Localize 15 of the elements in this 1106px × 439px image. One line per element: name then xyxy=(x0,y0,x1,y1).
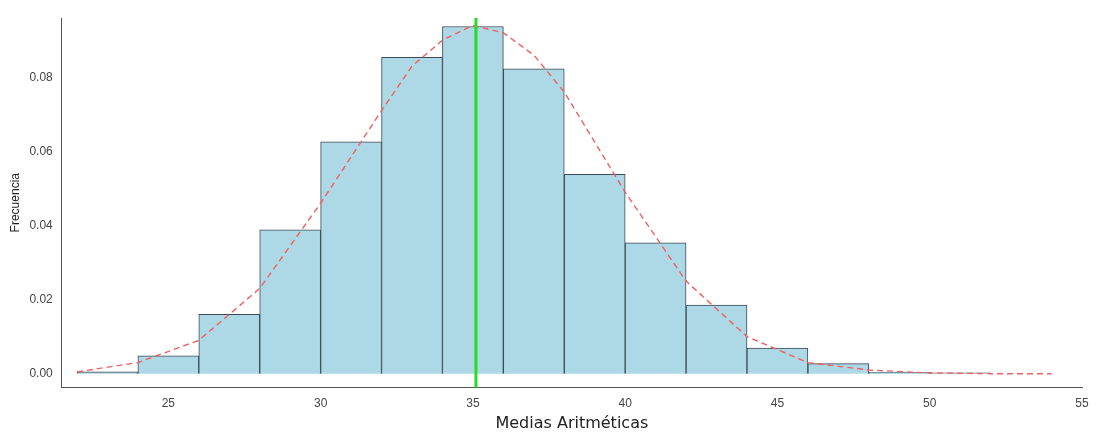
line-series xyxy=(76,24,1053,375)
y-tick-label: 0.04 xyxy=(29,217,54,232)
x-axis-title: Medias Aritméticas xyxy=(495,412,649,432)
y-tick-label: 0.02 xyxy=(29,291,54,306)
x-tick-label: 25 xyxy=(161,395,176,410)
x-tick-label: 50 xyxy=(923,395,937,410)
x-tick-label: 30 xyxy=(313,395,328,410)
x-tick-label: 45 xyxy=(770,395,785,410)
y-tick-label: 0.00 xyxy=(29,366,54,380)
y-axis-title: Frecuencia xyxy=(7,172,22,233)
y-tick-label: 0.08 xyxy=(29,69,54,84)
x-tick-label: 40 xyxy=(618,395,633,410)
x-tick-label: 35 xyxy=(466,395,480,410)
x-tick-label: 55 xyxy=(1075,395,1089,410)
y-tick-label: 0.06 xyxy=(29,143,54,158)
